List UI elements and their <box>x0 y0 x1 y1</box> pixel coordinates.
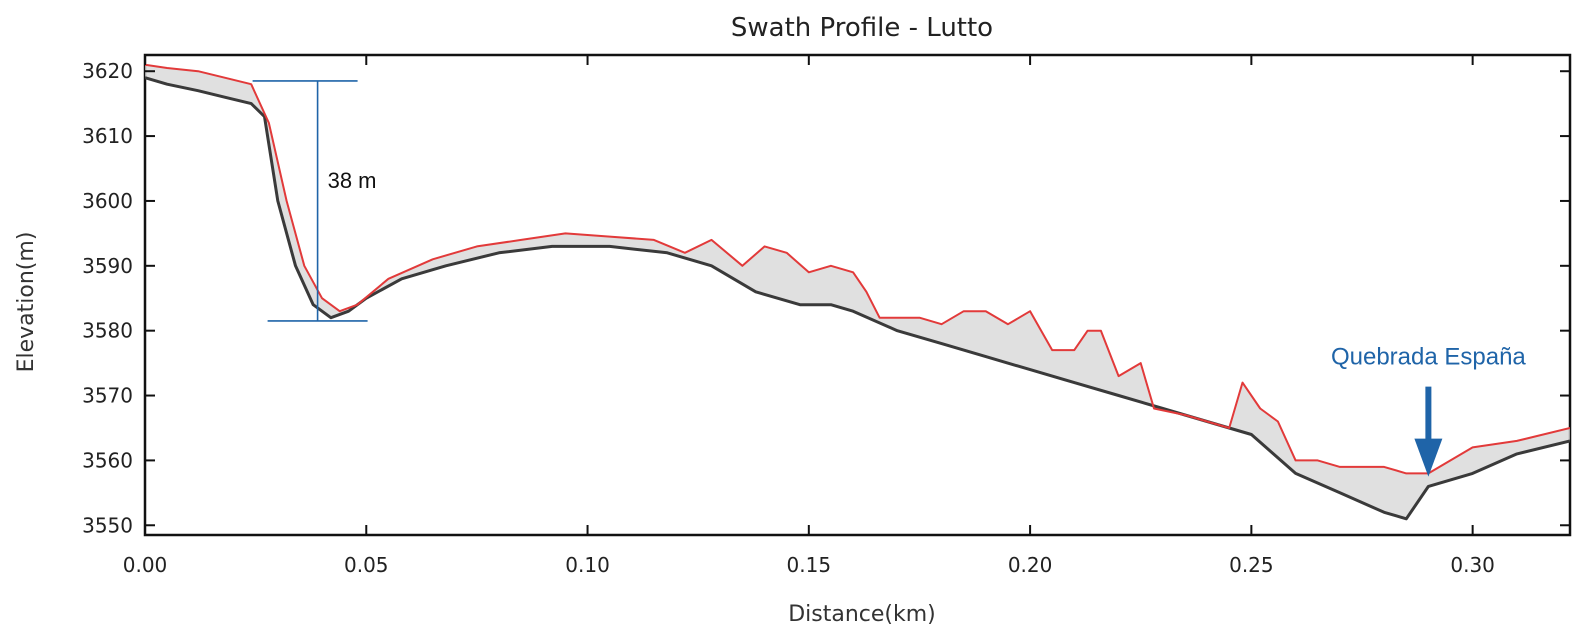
x-tick-label: 0.30 <box>1450 553 1495 577</box>
y-tick-label: 3550 <box>82 513 133 537</box>
x-tick: 0.25 <box>1229 55 1274 577</box>
y-tick-label: 3570 <box>82 384 133 408</box>
y-axis-ticks: 3550 3560 3570 3580 3590 3600 3610 3620 <box>82 59 1570 537</box>
swath-band-fill <box>145 64 1570 519</box>
x-tick-label: 0.25 <box>1229 553 1274 577</box>
x-tick-label: 0.00 <box>123 553 168 577</box>
series-line-lower <box>145 76 1570 521</box>
series-layer <box>145 63 1570 521</box>
quebrada-espana-label: Quebrada España <box>1331 344 1526 371</box>
y-tick-label: 3590 <box>82 254 133 278</box>
x-tick-label: 0.15 <box>787 553 832 577</box>
x-axis-ticks: 0.00 0.05 0.10 0.15 0.20 0.25 0.30 <box>123 55 1495 577</box>
y-tick: 3560 <box>82 448 1570 472</box>
y-tick: 3580 <box>82 319 1570 343</box>
quebrada-espana-marker: Quebrada España <box>1331 344 1526 477</box>
chart-title: Swath Profile - Lutto <box>731 13 993 43</box>
x-tick-label: 0.10 <box>565 553 610 577</box>
x-tick: 0.05 <box>344 55 389 577</box>
x-tick: 0.20 <box>1008 55 1053 577</box>
plot-area: 38 m Quebrada España <box>143 53 1572 537</box>
x-tick: 0.00 <box>123 55 168 577</box>
series-line-upper <box>145 63 1570 475</box>
x-tick-label: 0.20 <box>1008 553 1053 577</box>
y-tick-label: 3600 <box>82 189 133 213</box>
y-tick: 3620 <box>82 59 1570 83</box>
swath-band <box>145 64 1570 519</box>
y-tick-label: 3560 <box>82 448 133 472</box>
x-tick: 0.15 <box>787 55 832 577</box>
y-tick: 3610 <box>82 124 1570 148</box>
annotation-layer: 38 m Quebrada España <box>252 80 1526 477</box>
y-tick-label: 3610 <box>82 124 133 148</box>
y-tick-label: 3620 <box>82 59 133 83</box>
elevation-difference-label: 38 m <box>328 168 377 193</box>
x-axis-label: Distance(km) <box>788 602 936 627</box>
y-tick: 3550 <box>82 513 1570 537</box>
y-tick: 3600 <box>82 189 1570 213</box>
y-tick: 3590 <box>82 254 1570 278</box>
x-tick: 0.10 <box>565 55 610 577</box>
y-tick: 3570 <box>82 384 1570 408</box>
elevation-difference-marker: 38 m <box>252 80 377 322</box>
x-tick-label: 0.05 <box>344 553 389 577</box>
y-axis-label: Elevation(m) <box>14 232 39 373</box>
y-tick-label: 3580 <box>82 319 133 343</box>
x-tick: 0.30 <box>1450 55 1495 577</box>
